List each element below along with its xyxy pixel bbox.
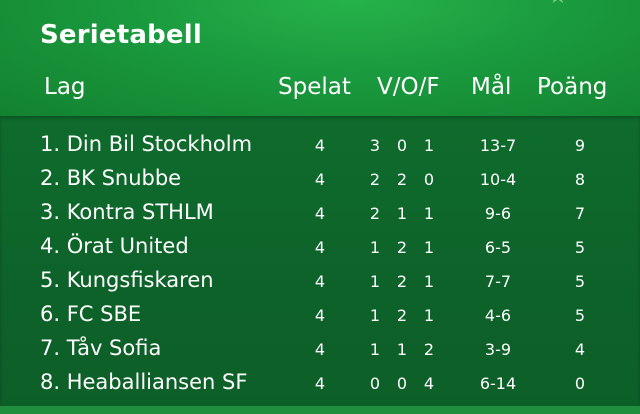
losses-cell: 1 [423, 136, 435, 155]
wins-cell: 0 [369, 374, 381, 393]
losses-cell: 4 [423, 374, 435, 393]
losses-cell: 1 [423, 306, 435, 325]
table-row[interactable]: 1. Din Bil Stockholm 4 3 0 1 13-7 9 [0, 132, 640, 164]
wins-cell: 1 [369, 340, 381, 359]
points-cell: 0 [574, 374, 586, 393]
wins-cell: 1 [369, 306, 381, 325]
points-cell: 9 [574, 136, 586, 155]
team-name: 5. Kungsfiskaren [40, 268, 214, 292]
table-row[interactable]: 3. Kontra STHLM 4 2 1 1 9-6 7 [0, 200, 640, 232]
team-name: 8. Heaballiansen SF [40, 370, 248, 394]
table-row[interactable]: 4. Örat United 4 1 2 1 6-5 5 [0, 234, 640, 266]
goals-cell: 7-7 [484, 272, 512, 291]
team-name: 7. Tåv Sofia [40, 336, 162, 360]
played-cell: 4 [314, 306, 326, 325]
played-cell: 4 [314, 272, 326, 291]
draws-cell: 2 [396, 272, 408, 291]
goals-cell: 13-7 [479, 136, 517, 155]
column-header-played: Spelat [278, 74, 351, 100]
points-cell: 4 [574, 340, 586, 359]
team-name: 1. Din Bil Stockholm [40, 132, 253, 156]
table-row[interactable]: 8. Heaballiansen SF 4 0 0 4 6-14 0 [0, 370, 640, 402]
played-cell: 4 [314, 238, 326, 257]
goals-cell: 6-14 [479, 374, 517, 393]
table-header-band [0, 0, 640, 116]
wins-cell: 3 [369, 136, 381, 155]
points-cell: 8 [574, 170, 586, 189]
losses-cell: 2 [423, 340, 435, 359]
played-cell: 4 [314, 374, 326, 393]
played-cell: 4 [314, 170, 326, 189]
goals-cell: 9-6 [484, 204, 512, 223]
table-row[interactable]: 5. Kungsfiskaren 4 1 2 1 7-7 5 [0, 268, 640, 300]
draws-cell: 1 [396, 204, 408, 223]
played-cell: 4 [314, 136, 326, 155]
star-icon: ★ [548, 0, 574, 4]
column-header-points: Poäng [537, 74, 608, 100]
losses-cell: 1 [423, 204, 435, 223]
goals-cell: 10-4 [479, 170, 517, 189]
draws-cell: 2 [396, 306, 408, 325]
losses-cell: 0 [423, 170, 435, 189]
draws-cell: 2 [396, 238, 408, 257]
losses-cell: 1 [423, 238, 435, 257]
draws-cell: 0 [396, 374, 408, 393]
goals-cell: 4-6 [484, 306, 512, 325]
draws-cell: 2 [396, 170, 408, 189]
table-row[interactable]: 6. FC SBE 4 1 2 1 4-6 5 [0, 302, 640, 334]
column-header-goals: Mål [471, 74, 512, 100]
wins-cell: 2 [369, 170, 381, 189]
page-title: Serietabell [40, 20, 202, 50]
table-body-band [0, 116, 640, 410]
played-cell: 4 [314, 340, 326, 359]
played-cell: 4 [314, 204, 326, 223]
column-header-team: Lag [44, 74, 86, 100]
goals-cell: 6-5 [484, 238, 512, 257]
bottom-divider [0, 406, 640, 414]
losses-cell: 1 [423, 272, 435, 291]
goals-cell: 3-9 [484, 340, 512, 359]
team-name: 4. Örat United [40, 234, 189, 258]
team-name: 3. Kontra STHLM [40, 200, 214, 224]
draws-cell: 0 [396, 136, 408, 155]
wins-cell: 1 [369, 272, 381, 291]
team-name: 6. FC SBE [40, 302, 142, 326]
wins-cell: 2 [369, 204, 381, 223]
column-header-wdl: V/O/F [377, 74, 440, 100]
points-cell: 7 [574, 204, 586, 223]
points-cell: 5 [574, 306, 586, 325]
points-cell: 5 [574, 272, 586, 291]
table-row[interactable]: 7. Tåv Sofia 4 1 1 2 3-9 4 [0, 336, 640, 368]
draws-cell: 1 [396, 340, 408, 359]
wins-cell: 1 [369, 238, 381, 257]
team-name: 2. BK Snubbe [40, 166, 182, 190]
points-cell: 5 [574, 238, 586, 257]
table-row[interactable]: 2. BK Snubbe 4 2 2 0 10-4 8 [0, 166, 640, 198]
